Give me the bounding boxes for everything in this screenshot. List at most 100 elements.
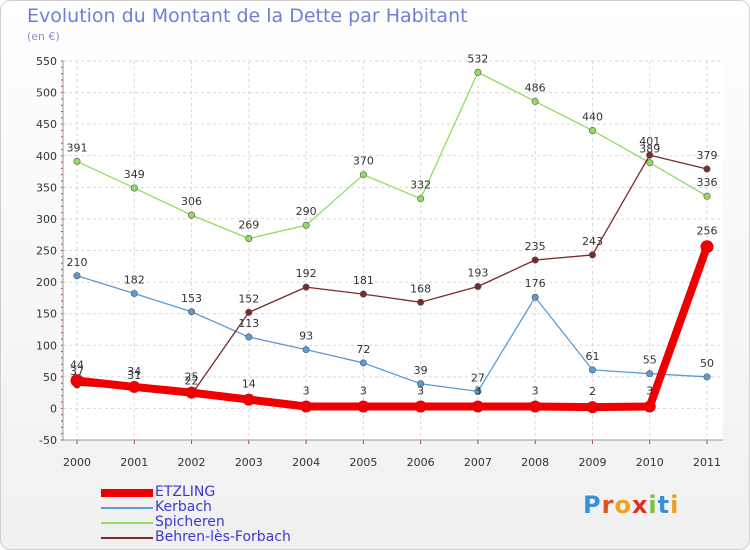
data-point — [531, 97, 539, 105]
data-point — [700, 240, 714, 254]
x-tick-label: 2002 — [178, 456, 206, 469]
legend-swatch — [101, 521, 153, 524]
logo-letter: r — [601, 491, 615, 519]
data-label: 25 — [185, 371, 199, 384]
logo-letter: o — [614, 491, 632, 519]
data-point — [359, 171, 367, 179]
data-label: 14 — [242, 378, 256, 391]
data-label: 3 — [360, 385, 367, 398]
data-point — [73, 157, 81, 165]
data-point — [474, 283, 482, 291]
x-tick-label: 2005 — [349, 456, 377, 469]
data-label: 370 — [353, 155, 374, 168]
data-point — [646, 370, 654, 378]
data-point — [646, 159, 654, 167]
data-point — [359, 359, 367, 367]
data-point — [703, 192, 711, 200]
logo-letter: i — [648, 491, 658, 519]
data-label: 44 — [70, 359, 84, 372]
y-tick-label: 150 — [36, 308, 57, 321]
data-point — [357, 400, 370, 413]
data-point — [245, 234, 253, 242]
data-point — [471, 400, 484, 413]
data-label: 39 — [414, 364, 428, 377]
data-label: 50 — [700, 357, 714, 370]
data-point — [245, 308, 253, 316]
data-label: 532 — [467, 52, 488, 65]
data-label: 210 — [67, 256, 88, 269]
data-label: 3 — [417, 385, 424, 398]
x-tick-label: 2008 — [521, 456, 549, 469]
legend-label: Kerbach — [155, 499, 212, 515]
y-tick-label: 550 — [36, 55, 57, 68]
chart-title: Evolution du Montant de la Dette par Hab… — [27, 5, 468, 27]
data-point — [643, 400, 656, 413]
data-label: 72 — [356, 343, 370, 356]
data-label: 332 — [410, 179, 431, 192]
x-tick-label: 2003 — [235, 456, 263, 469]
data-label: 192 — [296, 267, 317, 280]
data-label: 3 — [532, 385, 539, 398]
data-label: 37 — [70, 365, 84, 378]
data-point — [529, 400, 542, 413]
x-tick-label: 2007 — [464, 456, 492, 469]
data-point — [703, 373, 711, 381]
legend-label: Behren-lès-Forbach — [155, 529, 291, 545]
y-tick-label: 500 — [36, 87, 57, 100]
data-point — [188, 211, 196, 219]
legend-swatch — [101, 488, 153, 497]
data-point — [474, 68, 482, 76]
y-tick-label: 0 — [50, 402, 57, 415]
data-label: 3 — [303, 385, 310, 398]
data-label: 168 — [410, 282, 431, 295]
x-tick-label: 2001 — [120, 456, 148, 469]
data-point — [531, 293, 539, 301]
logo-letter: t — [657, 491, 671, 519]
legend-item: Kerbach — [101, 500, 212, 515]
data-label: 113 — [238, 317, 259, 330]
data-point — [70, 374, 84, 388]
series-line — [73, 242, 711, 412]
logo-letter: i — [670, 491, 680, 519]
data-label: 306 — [181, 195, 202, 208]
data-point — [302, 283, 310, 291]
data-point — [531, 256, 539, 264]
data-point — [128, 380, 141, 393]
data-label: 22 — [185, 375, 199, 388]
data-point — [703, 165, 711, 173]
y-tick-label: -50 — [39, 434, 57, 447]
data-point — [646, 151, 654, 159]
legend-item: ETZLING — [101, 485, 215, 500]
data-label: 3 — [474, 385, 481, 398]
data-label: 61 — [585, 350, 599, 363]
data-label: 2 — [589, 385, 596, 398]
legend-swatch — [101, 506, 153, 509]
data-point — [417, 298, 425, 306]
data-point — [130, 289, 138, 297]
data-point — [417, 195, 425, 203]
series-line — [76, 275, 708, 393]
data-label: 182 — [124, 273, 145, 286]
data-label: 27 — [471, 371, 485, 384]
data-label: 256 — [697, 225, 718, 238]
data-label: 93 — [299, 330, 313, 343]
data-label: 31 — [127, 369, 141, 382]
y-tick-label: 450 — [36, 118, 57, 131]
legend-item: Spicheren — [101, 515, 225, 530]
data-point — [474, 387, 482, 395]
y-tick-label: 250 — [36, 245, 57, 258]
data-point — [359, 290, 367, 298]
data-label: 3 — [646, 385, 653, 398]
data-point — [300, 400, 313, 413]
data-point — [302, 346, 310, 354]
logo-letter: P — [583, 491, 602, 519]
data-label: 389 — [639, 143, 660, 156]
data-label: 176 — [525, 277, 546, 290]
series-line — [76, 71, 708, 240]
data-point — [188, 308, 196, 316]
x-tick-label: 2010 — [636, 456, 664, 469]
data-label: 153 — [181, 292, 202, 305]
legend-label: Spicheren — [155, 514, 225, 530]
y-tick-label: 350 — [36, 181, 57, 194]
